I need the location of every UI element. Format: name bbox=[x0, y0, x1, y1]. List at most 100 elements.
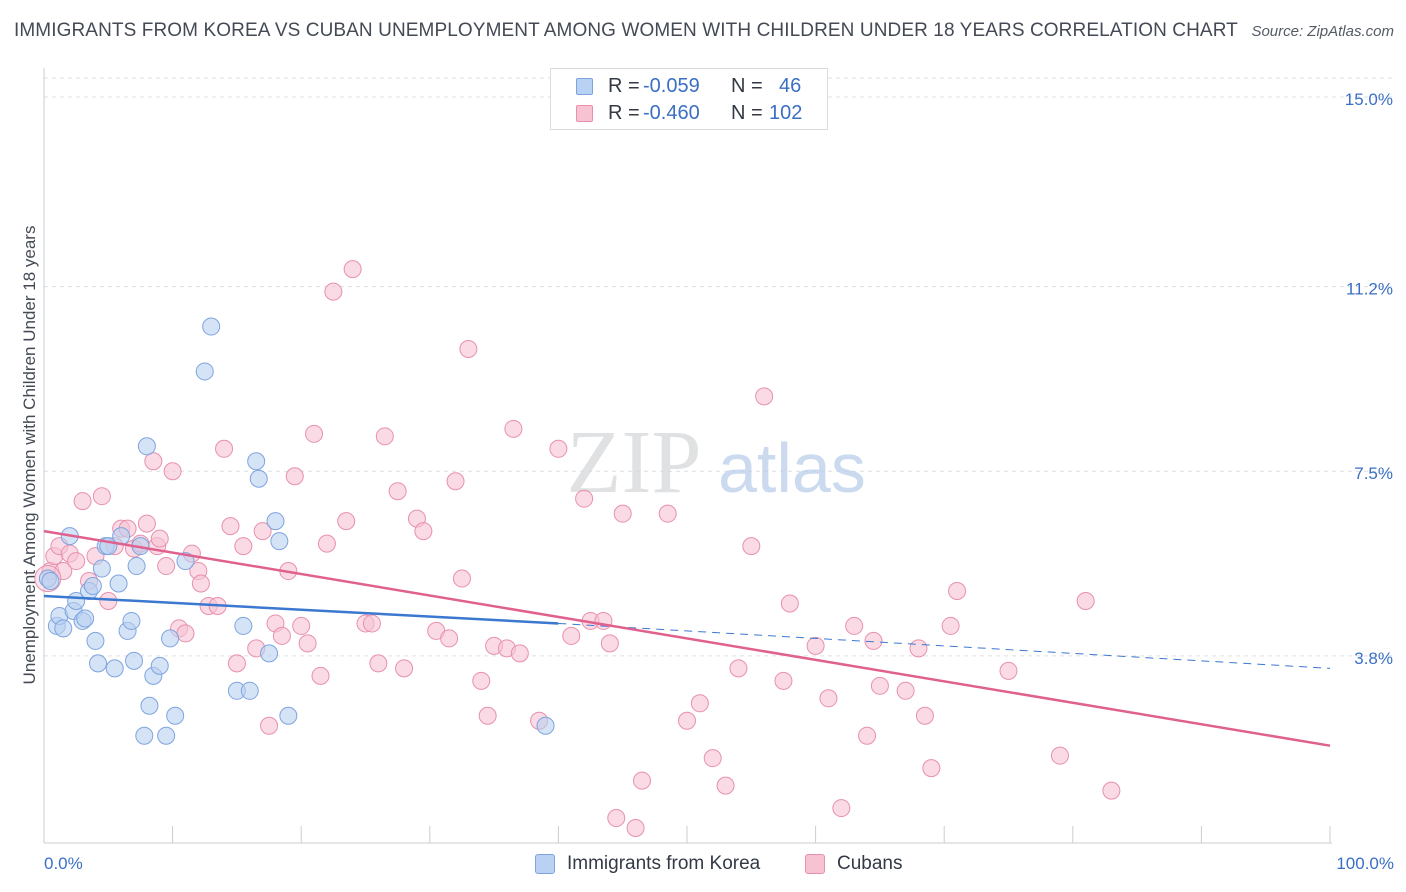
data-point-korea bbox=[266, 512, 285, 531]
data-point-cubans bbox=[780, 594, 799, 613]
data-point-cubans bbox=[632, 771, 651, 790]
data-point-korea bbox=[202, 317, 221, 336]
data-point-korea bbox=[270, 532, 289, 551]
data-point-cubans bbox=[215, 439, 234, 458]
stats-r-value: -0.460 bbox=[643, 102, 700, 124]
data-point-cubans bbox=[626, 819, 645, 838]
data-point-korea bbox=[92, 559, 111, 578]
data-point-cubans bbox=[163, 462, 182, 481]
data-point-cubans bbox=[594, 611, 613, 630]
data-point-cubans bbox=[755, 387, 774, 406]
data-point-korea bbox=[127, 557, 146, 576]
data-point-cubans bbox=[395, 659, 414, 678]
stats-r-value: -0.059 bbox=[643, 75, 700, 97]
data-point-cubans bbox=[191, 574, 210, 593]
watermark-atlas: atlas bbox=[718, 429, 866, 507]
data-point-cubans bbox=[896, 681, 915, 700]
y-tick-label: 7.5% bbox=[1354, 464, 1393, 483]
chart-source: Source: ZipAtlas.com bbox=[1251, 23, 1394, 40]
data-point-korea bbox=[89, 654, 108, 673]
data-point-cubans bbox=[285, 467, 304, 486]
stats-n-label: N = bbox=[731, 102, 763, 124]
data-point-cubans bbox=[909, 639, 928, 658]
data-point-cubans bbox=[1076, 591, 1095, 610]
data-point-korea bbox=[260, 644, 279, 663]
data-point-cubans bbox=[253, 522, 272, 541]
data-point-cubans bbox=[742, 537, 761, 556]
gridlines bbox=[44, 77, 1392, 657]
data-point-cubans bbox=[806, 636, 825, 655]
data-point-korea bbox=[41, 572, 60, 591]
legend-swatch-cubans bbox=[805, 854, 825, 874]
data-point-cubans bbox=[845, 616, 864, 635]
stats-n-label: N = bbox=[731, 75, 763, 97]
data-point-cubans bbox=[234, 537, 253, 556]
data-point-cubans bbox=[999, 661, 1018, 680]
data-point-korea bbox=[122, 611, 141, 630]
data-point-cubans bbox=[549, 439, 568, 458]
trend-lines bbox=[43, 529, 1331, 747]
data-point-cubans bbox=[343, 260, 362, 279]
data-point-cubans bbox=[369, 654, 388, 673]
data-point-cubans bbox=[305, 424, 324, 443]
series-cubans-points bbox=[34, 260, 1121, 838]
data-point-korea bbox=[83, 577, 102, 596]
data-point-korea bbox=[135, 726, 154, 745]
watermark: ZIP atlas bbox=[567, 413, 866, 512]
data-point-cubans bbox=[54, 562, 73, 581]
chart-legend: Immigrants from Korea Cubans bbox=[0, 852, 1406, 878]
data-point-cubans bbox=[67, 552, 86, 571]
data-point-korea bbox=[249, 469, 268, 488]
data-point-cubans bbox=[832, 799, 851, 818]
data-point-cubans bbox=[459, 339, 478, 358]
stats-r-label: R = bbox=[608, 102, 640, 124]
correlation-stats-box: R = -0.059 N = 46 R = -0.460 N = 102 bbox=[550, 68, 828, 130]
data-point-cubans bbox=[452, 569, 471, 588]
data-point-cubans bbox=[176, 624, 195, 643]
data-point-korea bbox=[240, 681, 259, 700]
data-point-cubans bbox=[388, 482, 407, 501]
stats-swatch-korea bbox=[576, 78, 593, 95]
data-point-cubans bbox=[221, 517, 240, 536]
tick-labels: 3.8% 7.5% 11.2% 15.0% 0.0% 100.0% bbox=[44, 90, 1394, 873]
data-point-korea bbox=[137, 437, 156, 456]
data-point-cubans bbox=[1102, 781, 1121, 800]
legend-label-korea: Immigrants from Korea bbox=[567, 853, 761, 874]
data-point-korea bbox=[150, 656, 169, 675]
data-point-cubans bbox=[478, 706, 497, 725]
data-point-cubans bbox=[317, 534, 336, 553]
data-point-cubans bbox=[446, 472, 465, 491]
data-point-cubans bbox=[774, 671, 793, 690]
chart-title: IMMIGRANTS FROM KOREA VS CUBAN UNEMPLOYM… bbox=[14, 20, 1238, 41]
data-point-cubans bbox=[440, 629, 459, 648]
data-point-cubans bbox=[819, 689, 838, 708]
data-point-cubans bbox=[864, 631, 883, 650]
stats-r-label: R = bbox=[608, 75, 640, 97]
data-point-korea bbox=[279, 706, 298, 725]
trend-line-korea bbox=[43, 594, 559, 625]
legend-label-cubans: Cubans bbox=[837, 853, 903, 874]
trend-line-cubans bbox=[43, 529, 1331, 747]
data-point-cubans bbox=[948, 582, 967, 601]
x-tick-label: 100.0% bbox=[1336, 854, 1394, 873]
data-point-cubans bbox=[575, 489, 594, 508]
data-point-cubans bbox=[144, 452, 163, 471]
data-point-cubans bbox=[510, 644, 529, 663]
stats-row-korea: R = -0.059 N = 46 bbox=[551, 75, 827, 99]
data-point-cubans bbox=[227, 654, 246, 673]
data-point-cubans bbox=[414, 522, 433, 541]
data-point-cubans bbox=[729, 659, 748, 678]
data-point-cubans bbox=[260, 716, 279, 735]
data-point-korea bbox=[76, 609, 95, 628]
stats-swatch-cubans bbox=[576, 105, 593, 122]
y-tick-label: 3.8% bbox=[1354, 649, 1393, 668]
data-point-korea bbox=[105, 659, 124, 678]
y-tick-label: 15.0% bbox=[1345, 90, 1393, 109]
data-point-cubans bbox=[73, 492, 92, 511]
data-point-cubans bbox=[915, 706, 934, 725]
data-point-cubans bbox=[375, 427, 394, 446]
data-point-cubans bbox=[137, 514, 156, 533]
data-point-korea bbox=[86, 631, 105, 650]
y-tick-label: 11.2% bbox=[1346, 280, 1393, 299]
data-point-korea bbox=[234, 616, 253, 635]
